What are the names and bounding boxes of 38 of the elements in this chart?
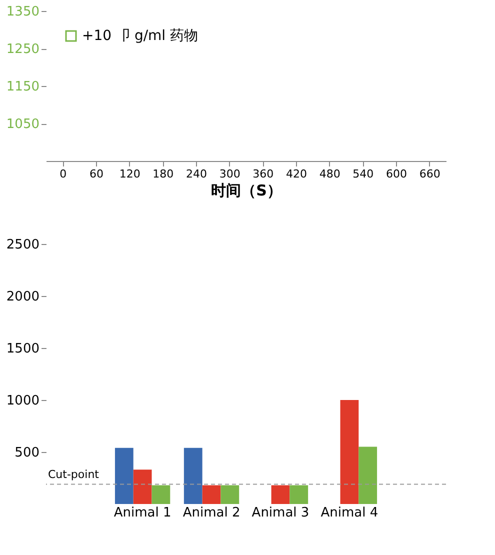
x-tick-label: Animal 4	[320, 506, 378, 520]
bar	[152, 485, 170, 504]
x-tick-label: Animal 3	[252, 506, 310, 520]
y-tick-label: 1050	[6, 117, 40, 132]
x-tick-label: 660	[419, 168, 440, 180]
x-tick-label: 0	[60, 168, 67, 180]
bar	[184, 448, 202, 504]
x-tick-label: Animal 2	[182, 506, 240, 520]
y-tick-label: 2000	[6, 290, 40, 304]
y-tick-label: 500	[14, 446, 40, 460]
bar	[290, 485, 308, 504]
x-tick-label: Animal 1	[114, 506, 172, 520]
y-tick-label: 1500	[6, 342, 40, 356]
x-tick-label: 600	[386, 168, 407, 180]
x-axis-title: 时间（S）	[211, 182, 282, 200]
y-tick-label: 1350	[6, 4, 40, 20]
bar	[202, 485, 221, 504]
x-tick-label: 120	[119, 168, 140, 180]
bar	[271, 485, 290, 504]
legend-label: +10 卩 g/ml 药物	[82, 28, 198, 44]
bar	[340, 400, 359, 504]
x-tick-label: 420	[286, 168, 307, 180]
bar	[133, 470, 152, 504]
x-tick-label: 360	[252, 168, 274, 180]
y-tick-label: 1250	[6, 42, 40, 57]
bar	[358, 446, 378, 504]
ref-line-label: Cut-point	[48, 468, 100, 482]
y-tick-label: 1150	[6, 80, 40, 94]
bar	[220, 485, 240, 504]
y-tick-label: 1000	[6, 394, 40, 408]
x-tick-label: 240	[186, 168, 207, 180]
x-tick-label: 180	[152, 168, 174, 180]
y-tick-label: 2500	[6, 238, 40, 252]
x-tick-label: 60	[90, 168, 104, 180]
x-tick-label: 300	[219, 168, 240, 180]
bar	[114, 448, 134, 504]
x-tick-label: 480	[319, 168, 340, 180]
x-tick-label: 540	[352, 168, 374, 180]
